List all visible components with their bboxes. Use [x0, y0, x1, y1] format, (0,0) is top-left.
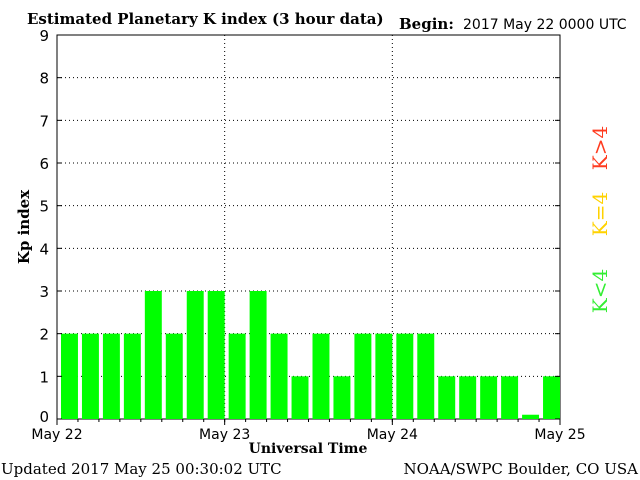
y-tick-label: 5 [39, 198, 49, 216]
y-tick-label: 8 [39, 70, 49, 88]
kp-bar [459, 376, 477, 419]
y-tick-label: 7 [39, 112, 49, 130]
x-tick-label: May 23 [199, 427, 250, 443]
y-tick-label: 9 [39, 27, 49, 45]
kp-bar [375, 333, 393, 419]
y-tick-label: 6 [39, 155, 49, 173]
kp-bar [354, 333, 372, 419]
kp-bar [61, 333, 78, 419]
y-tick-label: 0 [39, 408, 49, 426]
y-tick-label: 3 [39, 283, 49, 301]
kp-bar [102, 333, 120, 419]
kp-bar [165, 333, 183, 419]
y-tick-label: 4 [39, 240, 49, 258]
y-tick-label: 1 [39, 368, 49, 386]
kp-bar [543, 376, 560, 419]
kp-bar [144, 291, 162, 419]
y-axis-ticks: 0 1 2 3 4 5 6 7 8 9 [39, 27, 560, 426]
legend-k-greater-4: K>4 [588, 126, 612, 170]
kp-bar [207, 291, 225, 419]
y-axis-label: Kp index [15, 189, 33, 264]
kp-bar [291, 376, 309, 419]
kp-bar [123, 333, 141, 419]
legend-k-equal-4: K=4 [588, 192, 612, 236]
kp-bar [522, 414, 540, 419]
begin-label: Begin: [399, 15, 454, 33]
x-axis-label: Universal Time [249, 441, 368, 457]
kp-bar [186, 291, 204, 419]
chart-title: Estimated Planetary K index (3 hour data… [27, 10, 384, 28]
updated-timestamp: Updated 2017 May 25 00:30:02 UTC [1, 460, 282, 478]
y-tick-label: 2 [39, 326, 49, 344]
begin-value: 2017 May 22 0000 UTC [463, 17, 627, 33]
x-tick-label: May 24 [367, 427, 418, 443]
kp-bar [438, 376, 456, 419]
bars [61, 291, 560, 419]
kp-bar [333, 376, 351, 419]
kp-bar [501, 376, 519, 419]
kp-bar [312, 333, 330, 419]
x-tick-label: May 25 [534, 427, 585, 443]
kp-bar [396, 333, 414, 419]
kp-bar [480, 376, 498, 419]
kp-bar [228, 333, 246, 419]
kp-bar [417, 333, 435, 419]
x-axis-ticks: May 22 May 23 May 24 May 25 [31, 419, 586, 443]
x-tick-label: May 22 [31, 427, 82, 443]
kp-bar [270, 333, 288, 419]
legend-k-less-4: K<4 [588, 269, 612, 313]
kp-bar [249, 291, 267, 419]
kp-bar [81, 333, 99, 419]
source-credit: NOAA/SWPC Boulder, CO USA [403, 460, 638, 478]
